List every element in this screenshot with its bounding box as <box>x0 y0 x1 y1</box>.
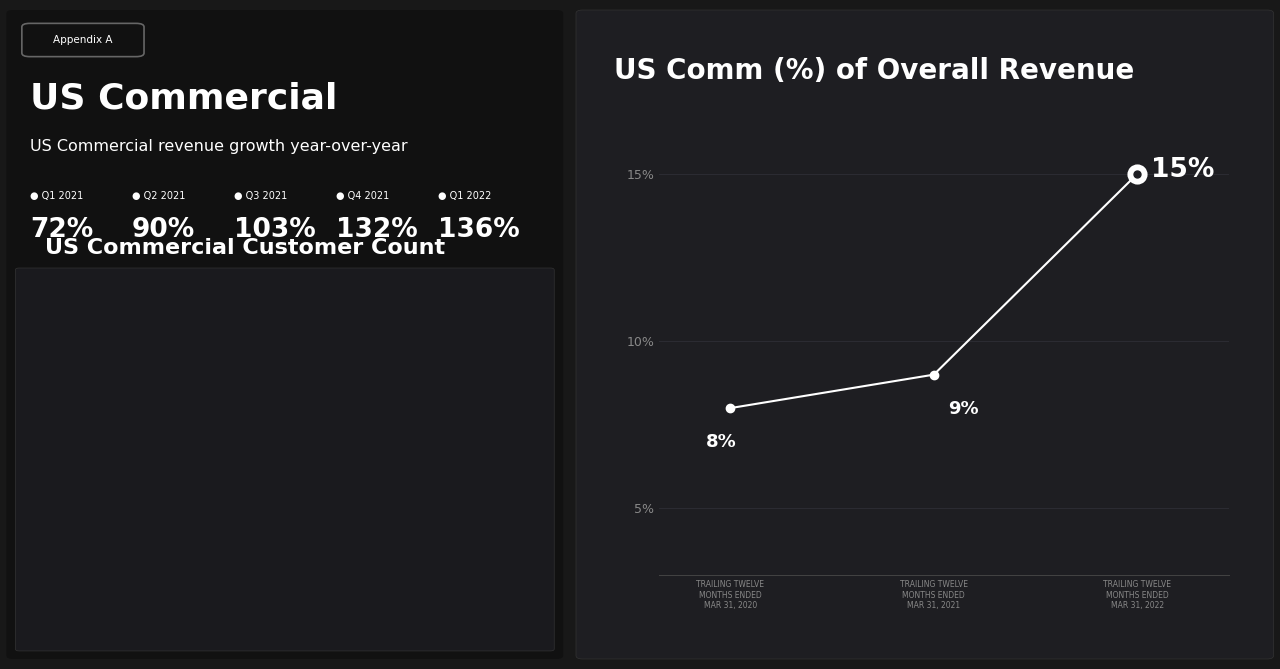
Text: 8%: 8% <box>707 434 737 451</box>
Bar <box>163 542 201 602</box>
Text: US Comm (%) of Overall Revenue: US Comm (%) of Overall Revenue <box>614 57 1134 85</box>
Text: US Commercial revenue growth year-over-year: US Commercial revenue growth year-over-y… <box>29 138 407 154</box>
Bar <box>471 320 509 602</box>
Text: ● Q3 2021: ● Q3 2021 <box>234 191 287 201</box>
Bar <box>86 555 124 602</box>
Text: 90%: 90% <box>132 217 195 243</box>
Text: 9%: 9% <box>948 400 979 417</box>
Text: 103: 103 <box>479 302 503 315</box>
Text: ● Q4 2021: ● Q4 2021 <box>335 191 389 201</box>
Text: ● Q2 2021: ● Q2 2021 <box>132 191 186 201</box>
Text: 34: 34 <box>251 491 268 504</box>
Text: 22: 22 <box>174 524 189 537</box>
Text: 80: 80 <box>406 365 421 378</box>
Text: 103%: 103% <box>234 217 316 243</box>
Text: 132%: 132% <box>335 217 417 243</box>
Text: Appendix A: Appendix A <box>54 35 113 45</box>
Bar <box>394 383 433 602</box>
Text: US Commercial Customer Count: US Commercial Customer Count <box>45 238 445 258</box>
Text: ● Q1 2022: ● Q1 2022 <box>438 191 492 201</box>
Text: US Commercial: US Commercial <box>29 82 337 116</box>
Text: 72%: 72% <box>29 217 93 243</box>
Text: 59: 59 <box>328 423 344 436</box>
Text: ● Q1 2021: ● Q1 2021 <box>29 191 83 201</box>
FancyBboxPatch shape <box>22 23 145 57</box>
Bar <box>317 441 356 602</box>
Text: 17: 17 <box>96 538 113 551</box>
Text: 136%: 136% <box>438 217 520 243</box>
Bar <box>239 509 278 602</box>
Text: 15%: 15% <box>1152 157 1215 183</box>
